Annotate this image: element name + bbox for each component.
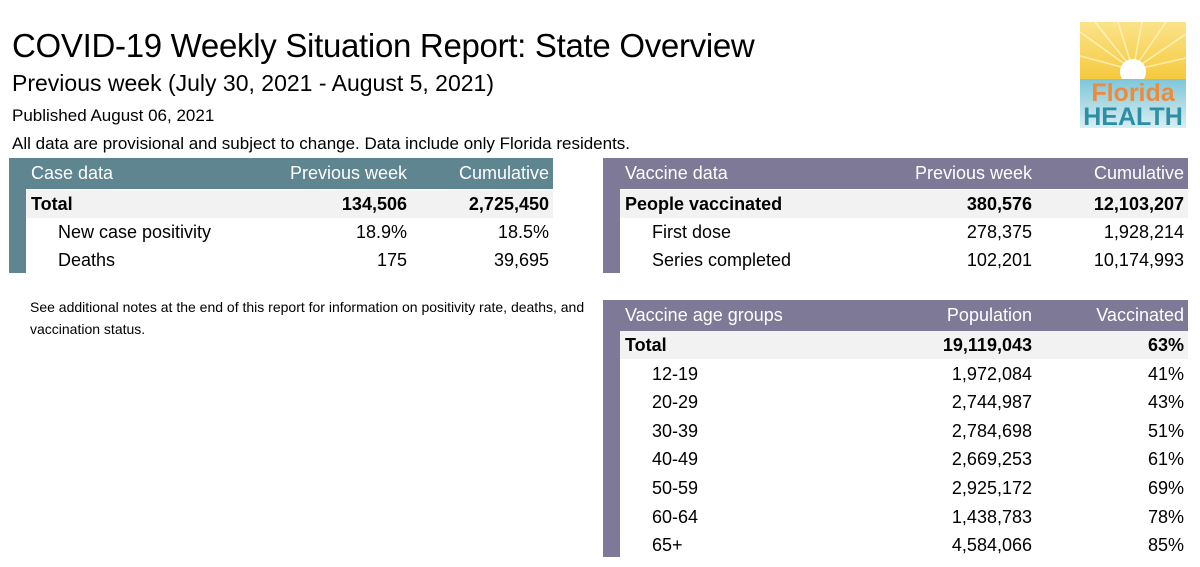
row-population: 1,972,084: [951, 363, 1032, 384]
row-label: Total: [31, 194, 73, 214]
table-row: 65+ 4,584,066 85%: [620, 531, 1188, 559]
vaccine-age-groups-table: Vaccine age groups Population Vaccinated…: [603, 300, 1188, 557]
row-label: First dose: [652, 222, 732, 242]
table-row: Series completed 102,201 10,174,993: [620, 246, 1188, 274]
disclaimer: All data are provisional and subject to …: [12, 134, 631, 153]
table-row: People vaccinated 380,576 12,103,207: [620, 190, 1188, 218]
row-label: 30-39: [652, 420, 699, 441]
table-row: New case positivity 18.9% 18.5%: [26, 218, 553, 246]
table-row: First dose 278,375 1,928,214: [620, 218, 1188, 246]
table-row: 60-64 1,438,783 78%: [620, 503, 1188, 531]
header-population: Population: [946, 305, 1032, 325]
row-cum: 12,103,207: [1093, 194, 1184, 214]
table-header: Vaccine data Previous week Cumulative: [603, 158, 1188, 189]
logo-florida-text: Florida: [1091, 79, 1175, 107]
table-band: [603, 300, 620, 557]
row-prev: 134,506: [341, 194, 407, 214]
row-population: 2,744,987: [951, 392, 1032, 413]
row-vaccinated: 69%: [1147, 478, 1184, 498]
table-header: Case data Previous week Cumulative: [9, 158, 553, 189]
vaccine-data-table: Vaccine data Previous week Cumulative Pe…: [603, 158, 1188, 273]
row-label: New case positivity: [58, 222, 212, 242]
row-population: 2,784,698: [951, 420, 1032, 441]
table-row: 20-29 2,744,987 43%: [620, 388, 1188, 416]
row-prev: 380,576: [966, 194, 1032, 214]
published-date: Published August 06, 2021: [12, 106, 215, 125]
row-prev: 278,375: [966, 222, 1032, 242]
row-population: 2,925,172: [951, 478, 1032, 498]
header-cumulative: Cumulative: [458, 163, 549, 183]
row-label: People vaccinated: [625, 194, 783, 214]
additional-notes: See additional notes at the end of this …: [30, 299, 585, 337]
logo-health-text: HEALTH: [1083, 103, 1183, 128]
header-previous-week: Previous week: [289, 163, 407, 183]
row-vaccinated: 41%: [1147, 363, 1184, 384]
row-label: 60-64: [652, 506, 699, 527]
sun-over-water-logo-icon: Florida HEALTH: [1079, 21, 1187, 131]
row-vaccinated: 61%: [1147, 449, 1184, 470]
row-cum: 1,928,214: [1103, 222, 1184, 242]
table-row: Deaths 175 39,695: [26, 246, 553, 274]
row-label: 12-19: [652, 363, 699, 384]
table-row: Total 134,506 2,725,450: [26, 190, 553, 218]
row-vaccinated: 51%: [1147, 420, 1184, 441]
row-label: Deaths: [58, 250, 116, 270]
row-population: 2,669,253: [951, 449, 1032, 470]
header-case-data: Case data: [31, 163, 114, 183]
row-label: 50-59: [652, 478, 699, 498]
header-vaccinated: Vaccinated: [1096, 305, 1184, 325]
table-row: 40-49 2,669,253 61%: [620, 445, 1188, 473]
row-vaccinated: 43%: [1147, 392, 1184, 413]
row-population: 19,119,043: [942, 335, 1032, 355]
florida-health-logo: Florida HEALTH: [1079, 21, 1187, 131]
row-prev: 175: [376, 250, 407, 270]
row-cum: 39,695: [493, 250, 549, 270]
case-data-table: Case data Previous week Cumulative Total…: [9, 158, 553, 273]
report-period: Previous week (July 30, 2021 - August 5,…: [12, 70, 495, 96]
row-label: 40-49: [652, 449, 699, 470]
row-label: 65+: [652, 535, 683, 556]
row-population: 4,584,066: [951, 535, 1032, 556]
table-header: Vaccine age groups Population Vaccinated: [603, 300, 1188, 331]
row-vaccinated: 78%: [1147, 506, 1184, 527]
table-row: 30-39 2,784,698 51%: [620, 417, 1188, 445]
row-label: Total: [625, 335, 667, 355]
header-age-groups: Vaccine age groups: [625, 305, 783, 325]
row-prev: 18.9%: [355, 222, 407, 242]
row-prev: 102,201: [966, 250, 1032, 270]
table-row: 50-59 2,925,172 69%: [620, 474, 1188, 502]
header-cumulative: Cumulative: [1093, 163, 1184, 183]
row-population: 1,438,783: [951, 506, 1032, 527]
row-vaccinated: 63%: [1147, 335, 1184, 355]
row-label: Series completed: [652, 250, 792, 270]
row-vaccinated: 85%: [1147, 535, 1184, 556]
table-row: 12-19 1,972,084 41%: [620, 360, 1188, 388]
header-previous-week: Previous week: [914, 163, 1032, 183]
header-vaccine-data: Vaccine data: [625, 163, 728, 183]
table-row: Total 19,119,043 63%: [620, 331, 1188, 359]
row-cum: 10,174,993: [1093, 250, 1184, 270]
row-label: 20-29: [652, 392, 699, 413]
page-title: COVID-19 Weekly Situation Report: State …: [12, 27, 755, 64]
row-cum: 18.5%: [497, 222, 549, 242]
row-cum: 2,725,450: [468, 194, 549, 214]
